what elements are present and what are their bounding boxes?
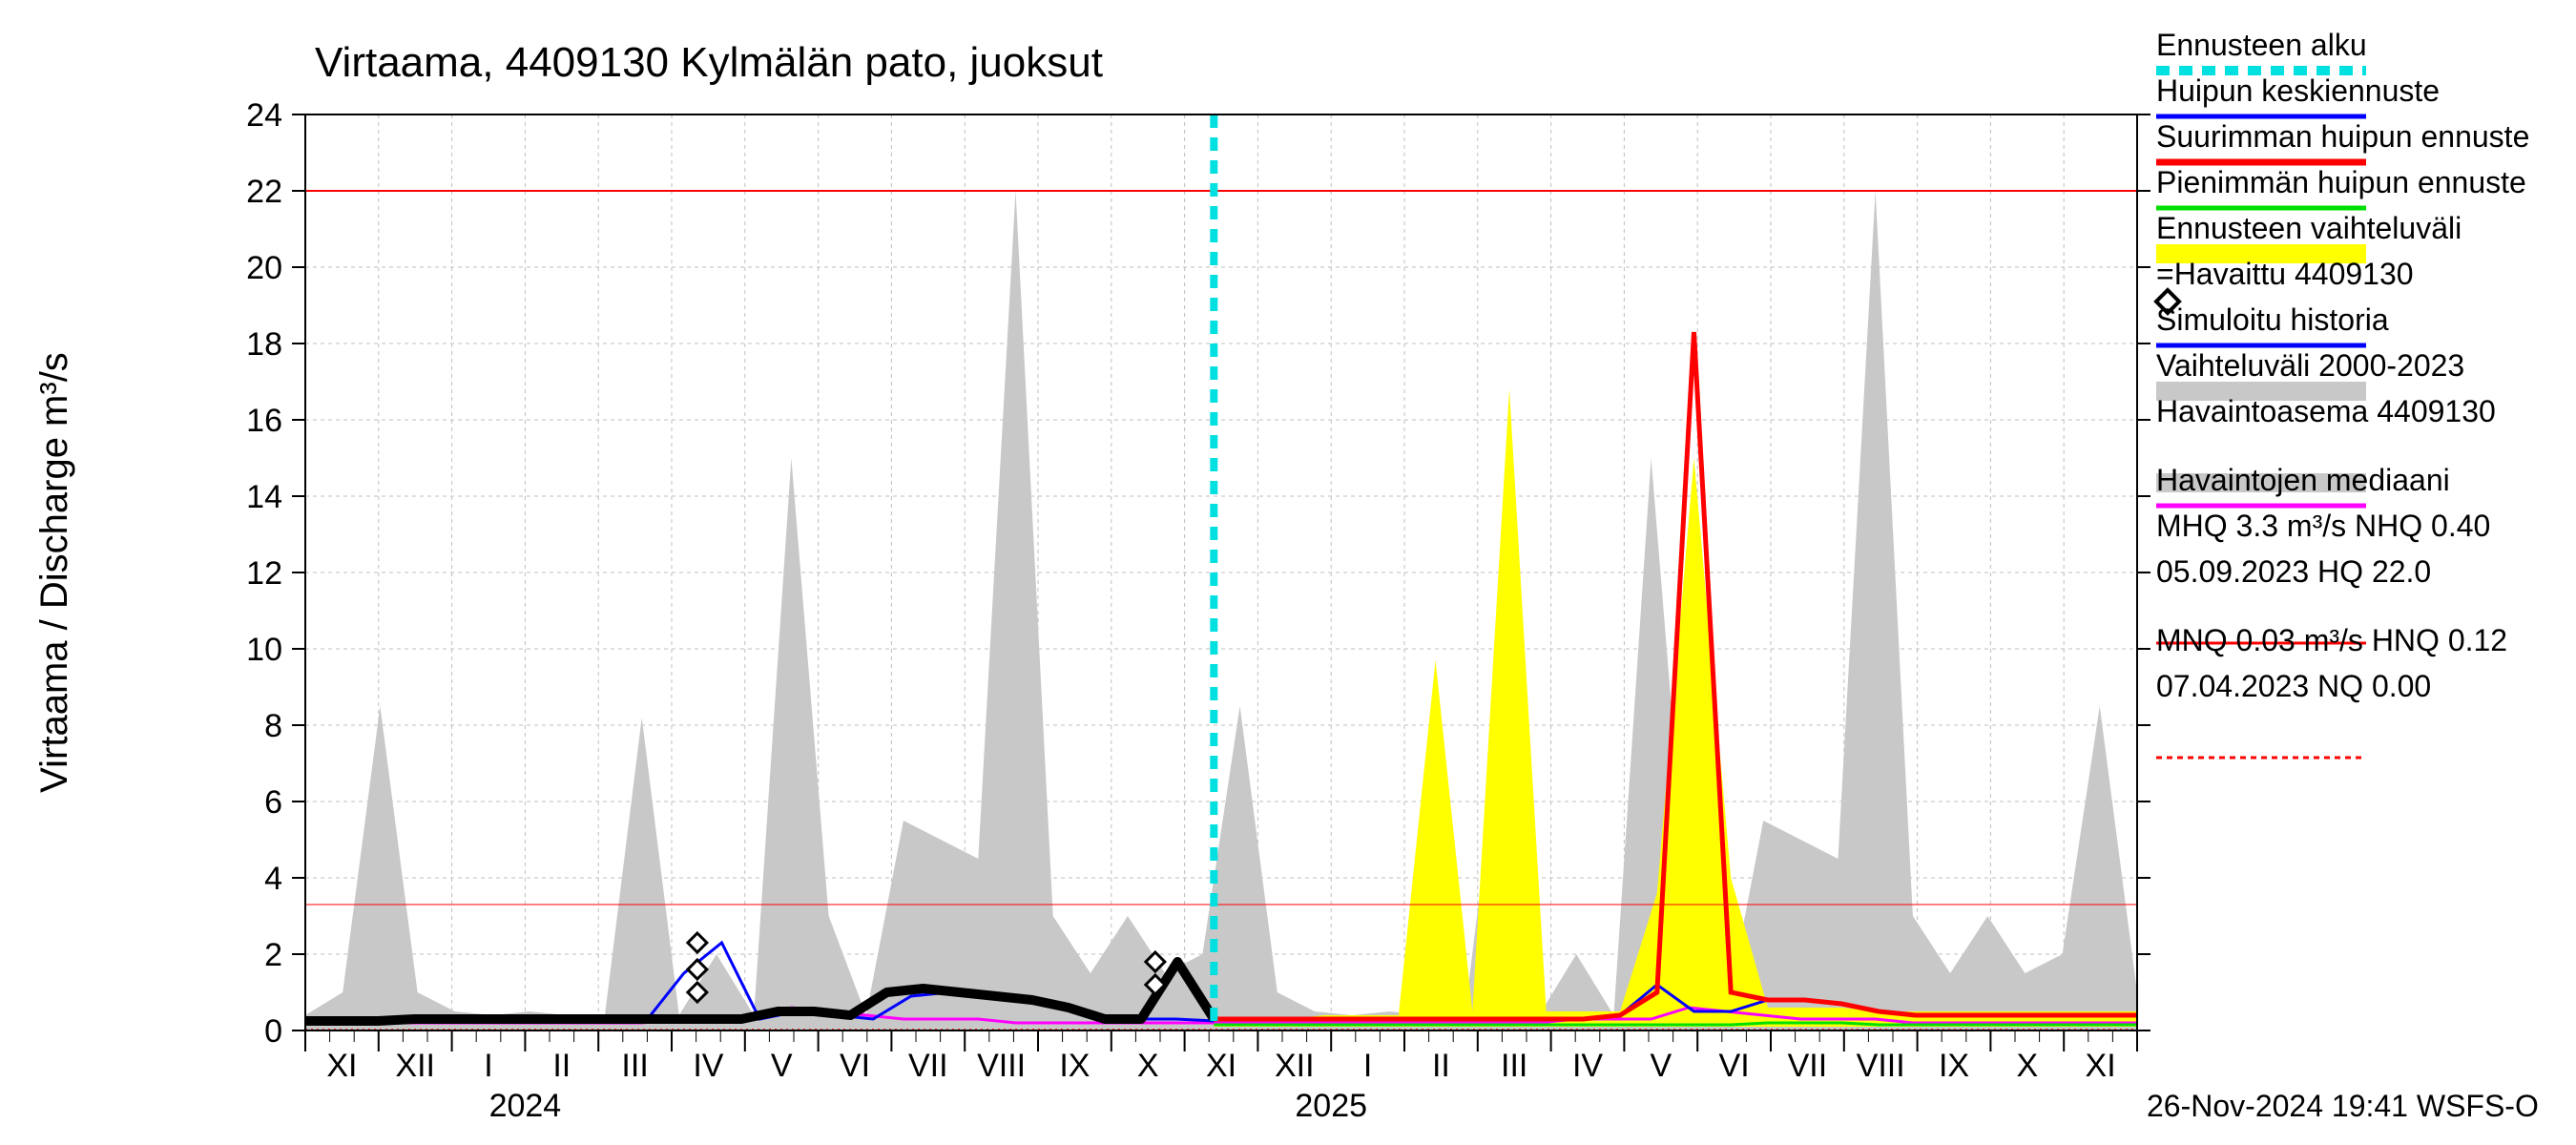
xtick-label: III — [1501, 1048, 1527, 1084]
legend-label: Pienimmän huipun ennuste — [2156, 165, 2526, 199]
xtick-label: XI — [326, 1048, 357, 1084]
legend-label: 05.09.2023 HQ 22.0 — [2156, 554, 2431, 589]
xtick-label: V — [771, 1048, 793, 1084]
year-label: 2025 — [1295, 1088, 1367, 1124]
ytick-label: 14 — [246, 479, 282, 515]
xtick-label: XI — [2086, 1048, 2116, 1084]
ytick-label: 4 — [264, 861, 282, 897]
xtick-label: X — [2016, 1048, 2038, 1084]
xtick-label: IV — [1572, 1048, 1603, 1084]
xtick-label: II — [1432, 1048, 1450, 1084]
legend-label: Suurimman huipun ennuste — [2156, 119, 2529, 154]
legend-label: MHQ 3.3 m³/s NHQ 0.40 — [2156, 509, 2490, 543]
ytick-label: 18 — [246, 326, 282, 363]
ytick-label: 6 — [264, 784, 282, 821]
ytick-label: 8 — [264, 708, 282, 744]
legend-label: MNQ 0.03 m³/s HNQ 0.12 — [2156, 623, 2507, 657]
xtick-label: I — [484, 1048, 492, 1084]
footer-timestamp: 26-Nov-2024 19:41 WSFS-O — [2147, 1089, 2539, 1123]
year-label: 2024 — [489, 1088, 562, 1124]
xtick-label: VIII — [977, 1048, 1026, 1084]
legend-label: 07.04.2023 NQ 0.00 — [2156, 669, 2431, 703]
xtick-label: II — [552, 1048, 571, 1084]
ytick-label: 0 — [264, 1013, 282, 1050]
legend-label: Vaihteluväli 2000-2023 — [2156, 348, 2464, 383]
xtick-label: XI — [1206, 1048, 1236, 1084]
xtick-label: IX — [1939, 1048, 1969, 1084]
discharge-chart: 024681012141618202224XIXIIIIIIIIIVVVIVII… — [0, 0, 2576, 1145]
xtick-label: IV — [693, 1048, 723, 1084]
ytick-label: 10 — [246, 632, 282, 668]
xtick-label: XII — [395, 1048, 435, 1084]
xtick-label: I — [1363, 1048, 1372, 1084]
xtick-label: VIII — [1857, 1048, 1905, 1084]
xtick-label: VII — [1788, 1048, 1828, 1084]
xtick-label: VII — [908, 1048, 948, 1084]
xtick-label: III — [621, 1048, 648, 1084]
legend-label: Ennusteen alku — [2156, 28, 2367, 62]
legend-label: Simuloitu historia — [2156, 302, 2389, 337]
ytick-label: 22 — [246, 174, 282, 210]
xtick-label: VI — [840, 1048, 870, 1084]
legend-label: Havaintojen mediaani — [2156, 463, 2450, 497]
ytick-label: 12 — [246, 555, 282, 592]
xtick-label: V — [1650, 1048, 1672, 1084]
legend-label: Ennusteen vaihteluväli — [2156, 211, 2462, 245]
ytick-label: 2 — [264, 937, 282, 973]
xtick-label: IX — [1059, 1048, 1090, 1084]
y-axis-label: Virtaama / Discharge m³/s — [33, 352, 75, 793]
legend-label: =Havaittu 4409130 — [2156, 257, 2414, 291]
chart-title: Virtaama, 4409130 Kylmälän pato, juoksut — [315, 39, 1103, 86]
ytick-label: 20 — [246, 250, 282, 286]
legend-label: Huipun keskiennuste — [2156, 73, 2440, 108]
ytick-label: 16 — [246, 403, 282, 439]
xtick-label: VI — [1719, 1048, 1750, 1084]
xtick-label: XII — [1275, 1048, 1315, 1084]
legend-label: Havaintoasema 4409130 — [2156, 394, 2496, 428]
xtick-label: X — [1137, 1048, 1159, 1084]
ytick-label: 24 — [246, 97, 282, 134]
